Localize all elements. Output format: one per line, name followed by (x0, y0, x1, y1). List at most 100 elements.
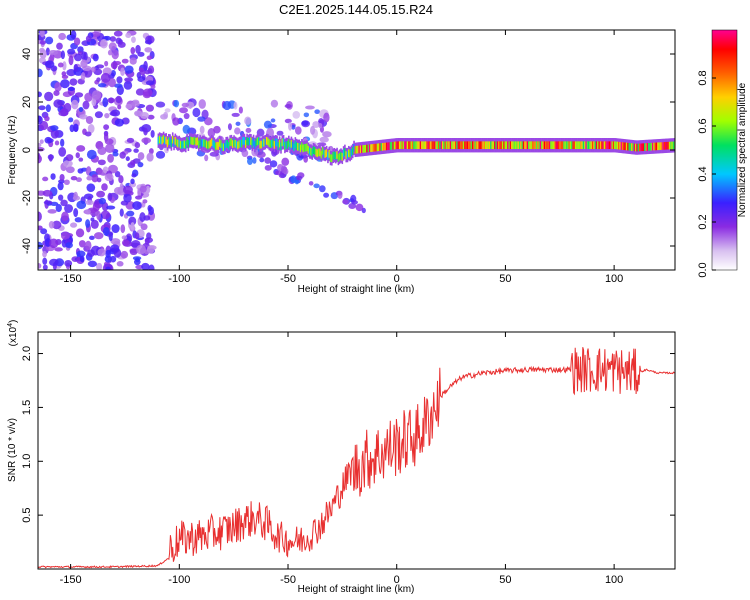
spectrogram-blob (133, 148, 139, 153)
spectrogram-ridge-core (218, 139, 221, 147)
spectrogram-ridge-core (325, 149, 328, 157)
spectrogram-ridge-core (466, 141, 469, 150)
colorbar-tick-label: 0.4 (697, 166, 709, 181)
snr-x-label: Height of straight line (km) (298, 584, 415, 595)
spectrogram-ridge-core (594, 141, 597, 150)
spectrogram-ridge-core (273, 140, 276, 149)
spectrogram-ridge-core (462, 141, 465, 150)
spectrogram-ridge-core (370, 144, 372, 152)
spectrogram-ridge-core (445, 141, 448, 150)
spectrogram-blob (125, 156, 130, 162)
spectrogram-ridge-core (195, 137, 198, 146)
spectrogram-blob (130, 222, 135, 231)
spectrogram-blob (259, 157, 265, 163)
spectrogram-blob (69, 124, 75, 133)
spectrogram-blob (85, 219, 91, 228)
spectrogram-ridge-core (624, 142, 627, 151)
spectrogram-blob (119, 182, 124, 193)
spectrogram-blob (84, 131, 92, 137)
spectrogram-ridge-core (415, 141, 418, 150)
spectrogram-ridge-core (458, 141, 461, 150)
spectrogram-ridge-core (337, 154, 340, 162)
spectrogram-blob (104, 138, 114, 145)
spectrogram-ridge-core (372, 144, 375, 152)
snr-exponent-suffix: ) (8, 320, 19, 323)
spectrogram-ridge-core (397, 141, 400, 150)
spectrogram-ridge-core (580, 141, 582, 150)
spectrogram-blob (87, 260, 98, 268)
spectrogram-blob (38, 211, 42, 222)
spectrogram-ridge-core (441, 141, 444, 150)
spectrogram-ridge-core (278, 139, 281, 148)
spectrogram-ridge-core (518, 141, 521, 150)
x-tick-label: 0 (394, 574, 400, 586)
spectrogram-ridge-core (286, 141, 289, 149)
spectrogram-ridge-core (595, 141, 598, 150)
spectrogram-blob (294, 126, 302, 135)
spectrogram-ridge-core (602, 141, 604, 150)
spectrogram-ridge-core (581, 141, 584, 150)
spectrogram-ridge-core (661, 142, 663, 150)
spectrogram-ridge-core (255, 138, 258, 147)
spectrogram-blob (60, 138, 65, 147)
spectrogram-ridge-core (636, 143, 638, 152)
snr-panel: -150 -100 -50 0 50 100 0.5 1.0 1.5 2.0 Height of… (7, 320, 676, 595)
spectrogram-ridge-core (640, 143, 642, 152)
spectrogram-ridge-core (359, 145, 362, 154)
spectrogram-ridge-core (421, 141, 423, 150)
spectrogram-blob (123, 80, 133, 90)
spectrogram-ridge-core (419, 141, 422, 150)
spectrogram-blob (91, 66, 96, 73)
spectrogram-blob (247, 157, 253, 165)
spectrogram-blob (121, 239, 130, 247)
spectrogram-ridge-core (593, 141, 595, 150)
spectrogram-ridge-core (484, 141, 487, 150)
spectrogram-ridge-core (380, 143, 383, 151)
spectrogram-ridge-core (214, 142, 217, 151)
spectrogram-blob (292, 110, 301, 119)
spectrogram-blob (256, 151, 266, 159)
spectrogram-ridge-core (606, 141, 608, 150)
spectrogram-blob (73, 37, 81, 46)
spectrogram-ridge-core (295, 142, 298, 150)
spectrogram-ridge-core (526, 141, 529, 150)
spectrogram-blob (276, 130, 284, 136)
x-tick-label: -100 (168, 574, 190, 586)
spectrogram-ridge-core (623, 142, 625, 151)
spectrogram-ridge-core (157, 136, 160, 145)
spectrogram-blob (74, 92, 84, 98)
spectrogram-ridge-core (521, 141, 524, 150)
spectrogram-blob (105, 143, 115, 154)
spectrogram-ridge-core (334, 152, 337, 161)
spectrogram-ridge-core (222, 143, 225, 152)
spectrogram-blob (275, 170, 283, 176)
spectrogram-ridge-core (584, 141, 586, 150)
spectrogram-blob (42, 189, 53, 197)
spectrogram-ridge-core (158, 135, 161, 144)
spectrogram-ridge-core (336, 151, 338, 159)
spectrogram-ridge-core (499, 141, 501, 150)
spectrogram-ridge-core (503, 141, 505, 150)
spectrogram-ridge-core (242, 136, 244, 145)
spectrogram-ridge-core (281, 138, 284, 147)
spectrogram-blob (141, 262, 150, 270)
spectrogram-ridge-core (517, 141, 520, 150)
spectrogram-blob (69, 78, 78, 86)
spectrogram-ridge-core (177, 139, 179, 148)
spectrogram-blob (74, 53, 83, 62)
spectrogram-ridge-core (638, 143, 641, 152)
spectrogram-ridge-core (642, 143, 645, 152)
spectrogram-ridge-core (663, 142, 666, 150)
spectrogram-ridge-core (174, 136, 177, 145)
spectrogram-blob (65, 166, 75, 174)
spectrogram-ridge-core (375, 143, 378, 152)
spectrogram-ridge-core (576, 141, 578, 150)
spectrogram-ridge-core (564, 141, 567, 150)
spectrogram-blob (78, 240, 86, 248)
spectrogram-ridge-core (277, 142, 280, 150)
spectrogram-ridge-core (384, 142, 387, 151)
spectrogram-ridge-core (615, 141, 618, 150)
spectrogram-ridge-core (291, 141, 294, 150)
spectrogram-ridge-core (616, 141, 619, 150)
spectrogram-blob (139, 69, 146, 76)
